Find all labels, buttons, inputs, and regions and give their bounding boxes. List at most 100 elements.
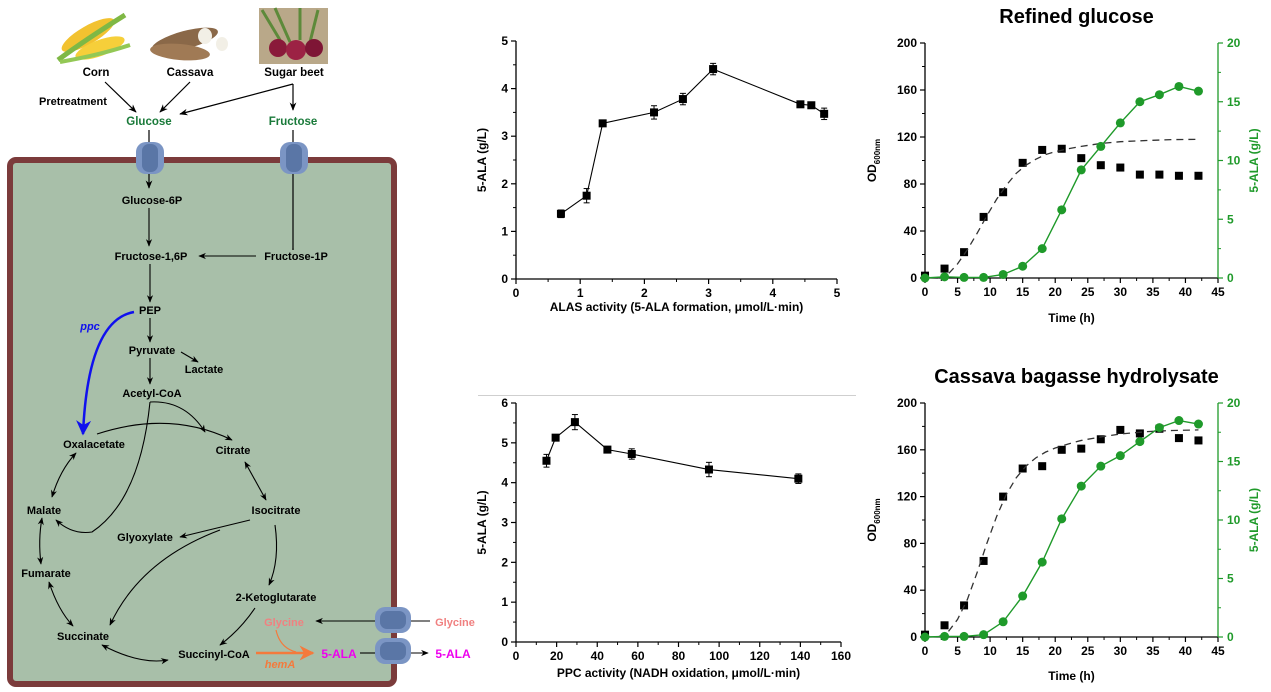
x-tick-label: 45	[1211, 644, 1225, 658]
x-axis-label: Time (h)	[1048, 669, 1094, 683]
metabolite-fructose-1p: Fructose-1P	[264, 251, 328, 263]
chart-cassava-bagasse: Cassava bagasse hydrolysate 0 5 10 15 20 25 30 3…	[865, 366, 1261, 683]
ala-point	[920, 632, 930, 642]
arrow-corn-glucose	[104, 81, 137, 113]
od-point	[1077, 154, 1086, 163]
data-point	[582, 191, 591, 200]
x-tick-label: 35	[1146, 644, 1160, 658]
x-tick-label: 15	[1016, 644, 1030, 658]
od-point	[999, 492, 1008, 501]
ala-point	[1057, 514, 1067, 524]
od-point	[1135, 170, 1144, 179]
pretreatment-label: Pretreatment	[39, 96, 107, 108]
x-tick-label: 30	[1114, 285, 1128, 299]
source-label-corn: Corn	[83, 67, 110, 79]
y-tick-label: 1	[501, 224, 508, 238]
metabolite-isocitrate: Isocitrate	[252, 505, 301, 517]
od-point	[940, 264, 949, 273]
series-line	[560, 68, 825, 215]
data-point	[570, 418, 579, 427]
ala-point	[1135, 437, 1145, 447]
glucose-label: Glucose	[126, 116, 171, 128]
x-tick-label: 25	[1081, 644, 1095, 658]
data-point	[709, 65, 718, 74]
x-tick-label: 40	[1179, 644, 1193, 658]
od-point	[1096, 161, 1105, 170]
chart-title: Cassava bagasse hydrolysate	[934, 366, 1219, 388]
y-tick-label: 2	[501, 555, 508, 569]
y2-axis-label: 5-ALA (g/L)	[1247, 488, 1261, 552]
source-label-sugar-beet: Sugar beet	[264, 67, 324, 79]
data-point	[603, 445, 612, 454]
metabolite-succinyl-coa: Succinyl-CoA	[178, 649, 250, 661]
ala-point	[979, 272, 989, 282]
y-tick-label: 1	[501, 595, 508, 609]
od-point	[1194, 171, 1203, 180]
y-tick-label: 2	[501, 177, 508, 191]
ala-point	[1115, 118, 1125, 128]
ala-point	[1076, 481, 1086, 491]
arrow-cassava-glucose	[159, 81, 191, 113]
y2-tick-label: 0	[1227, 271, 1234, 285]
y-tick-label: 160	[897, 443, 917, 457]
x-tick-label: 160	[831, 649, 851, 663]
x-tick-label: 10	[983, 644, 997, 658]
chart-ppc-activity: 0 20 40 60 80 100 120 140 160 0 1 2 3 4 5 6 PPC activity…	[475, 396, 851, 680]
metabolite-fumarate: Fumarate	[21, 568, 71, 580]
chart-alas-activity: 0 1 2 3 4 5 0 1 2 3 4 5 ALAS activity (5-ALA formati…	[475, 34, 841, 314]
fit-curve	[937, 138, 1199, 279]
ala-point	[1096, 141, 1106, 151]
ala-point	[1037, 557, 1047, 567]
y-axis-label: 5-ALA (g/L)	[475, 128, 489, 192]
metabolite-pep: PEP	[139, 305, 161, 317]
y-tick-label: 200	[897, 396, 917, 410]
y-tick-label: 3	[501, 129, 508, 143]
x-tick-label: 30	[1114, 644, 1128, 658]
cassava-image	[150, 27, 228, 61]
y-axis-label: OD600nm	[865, 498, 882, 541]
x-axis-label: PPC activity (NADH oxidation, μmol/L·min…	[557, 666, 800, 680]
metabolite-malate: Malate	[27, 505, 61, 517]
metabolite-pyruvate: Pyruvate	[129, 345, 175, 357]
y-tick-label: 40	[904, 224, 918, 238]
ala-point	[1018, 261, 1028, 271]
od-point	[1135, 429, 1144, 438]
ala-point	[1076, 165, 1086, 175]
ala-point	[1115, 451, 1125, 461]
fit-curve	[937, 429, 1199, 638]
od-point	[979, 556, 988, 565]
ala-point	[1193, 419, 1203, 429]
od-point	[979, 212, 988, 221]
od-point	[1077, 444, 1086, 453]
data-point	[807, 101, 816, 110]
x-tick-label: 4	[769, 286, 776, 300]
x-tick-label: 80	[672, 649, 686, 663]
y-tick-label: 0	[501, 272, 508, 286]
glycine-transporter-icon	[375, 607, 411, 633]
y2-tick-label: 0	[1227, 630, 1234, 644]
glycine-internal-label: Glycine	[264, 617, 304, 629]
metabolite-glucose-6p: Glucose-6P	[122, 195, 183, 207]
y2-tick-label: 10	[1227, 513, 1241, 527]
y2-tick-label: 10	[1227, 154, 1241, 168]
ala-point	[1096, 461, 1106, 471]
y-tick-label: 3	[501, 516, 508, 530]
od-point	[1194, 436, 1203, 445]
x-tick-label: 3	[705, 286, 712, 300]
glycine-external-label: Glycine	[435, 617, 475, 629]
y2-tick-label: 20	[1227, 396, 1241, 410]
ala-point	[979, 630, 989, 640]
y-tick-label: 4	[501, 476, 508, 490]
data-point	[678, 95, 687, 104]
ala-point	[940, 631, 950, 641]
x-tick-label: 45	[1211, 285, 1225, 299]
corn-image	[56, 12, 131, 64]
x-tick-label: 0	[513, 649, 520, 663]
od-point	[1116, 425, 1125, 434]
metabolite-2-ketoglutarate: 2-Ketoglutarate	[236, 592, 317, 604]
ala-external-label: 5-ALA	[435, 647, 471, 661]
data-point	[598, 119, 607, 128]
y-tick-label: 80	[904, 177, 918, 191]
x-tick-label: 120	[750, 649, 770, 663]
od-point	[1096, 435, 1105, 444]
